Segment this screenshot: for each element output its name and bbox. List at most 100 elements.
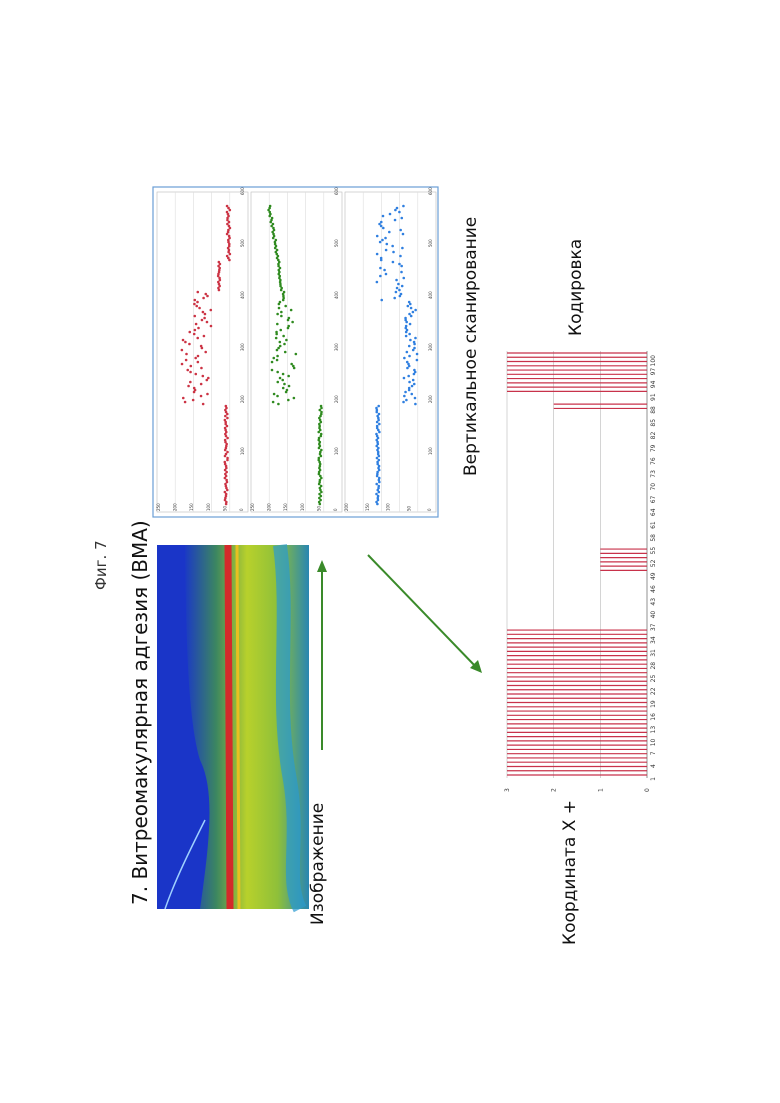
scan-point: [382, 227, 385, 230]
scan-point: [204, 313, 207, 316]
scan-point: [375, 493, 378, 496]
scan-point: [276, 349, 279, 352]
scan-point: [202, 297, 205, 300]
scan-point: [318, 457, 321, 460]
scan-point: [226, 451, 229, 454]
scan-point: [388, 231, 391, 234]
scan-point: [399, 255, 402, 258]
scan-point: [320, 433, 323, 436]
scan-point: [201, 319, 204, 322]
scan-point: [272, 223, 275, 226]
scan-point: [226, 211, 229, 214]
scan-point: [194, 329, 197, 332]
scan-point: [285, 339, 288, 342]
bar-chart-x-tick: 25: [650, 675, 657, 683]
scan-point: [398, 211, 401, 214]
scan-point: [207, 377, 210, 380]
scan-point: [403, 357, 406, 360]
scan-point: [280, 311, 283, 314]
scan-point: [195, 305, 198, 308]
scan-point: [224, 419, 227, 422]
scan-point: [279, 345, 282, 348]
scan-point: [224, 491, 227, 494]
diagonal-arrow: [368, 555, 482, 673]
scan-point: [279, 341, 282, 344]
scan-point: [412, 311, 415, 314]
scan-point: [282, 335, 285, 338]
scan-point: [385, 273, 388, 276]
scan-point: [279, 377, 282, 380]
scan-point: [408, 387, 411, 390]
scan-point: [376, 235, 379, 238]
scan-point: [375, 433, 378, 436]
scan-point: [378, 423, 381, 426]
scan-point: [275, 239, 278, 242]
scan-y-tick: 50: [222, 505, 227, 511]
bar-chart-x-tick: 49: [650, 572, 657, 580]
scan-point: [402, 401, 405, 404]
scan-point: [187, 385, 190, 388]
scan-point: [226, 205, 229, 208]
scan-point: [379, 275, 382, 278]
scan-x-tick: 100: [240, 447, 245, 455]
scan-point: [376, 281, 379, 284]
scan-point: [405, 335, 408, 338]
scan-y-tick: 150: [365, 503, 370, 511]
oct-inner-band: [237, 545, 239, 909]
scan-y-tick: 150: [283, 503, 288, 511]
scan-point: [209, 309, 212, 312]
scan-point: [182, 397, 185, 400]
scan-point: [380, 221, 383, 224]
scan-point: [382, 215, 385, 218]
scan-point: [408, 333, 411, 336]
bar-chart-x-tick: 73: [650, 470, 657, 478]
bar-chart-x-tick: 70: [650, 483, 657, 491]
scan-point: [407, 305, 410, 308]
scan-point: [279, 329, 282, 332]
scan-point: [292, 365, 295, 368]
scan-point: [200, 395, 203, 398]
bar-chart-x-tick: 61: [650, 521, 657, 529]
scan-point: [189, 381, 192, 384]
scan-x-tick: 500: [334, 239, 339, 247]
scan-point: [400, 293, 403, 296]
scan-point: [284, 351, 287, 354]
scan-point: [198, 307, 201, 310]
scan-y-tick: 100: [386, 503, 391, 511]
bar-chart-x-tick: 28: [650, 662, 657, 670]
scan-point: [376, 253, 379, 256]
scan-point: [400, 217, 403, 220]
scan-point: [272, 401, 275, 404]
scan-point: [276, 395, 279, 398]
scan-point: [206, 295, 209, 298]
scan-point: [376, 457, 379, 460]
scan-x-tick: 300: [334, 343, 339, 351]
scan-point: [226, 457, 229, 460]
scan-point: [412, 379, 415, 382]
scan-point: [320, 411, 323, 414]
bar-chart-x-tick: 22: [650, 687, 657, 695]
scan-point: [226, 417, 229, 420]
scan-point: [383, 269, 386, 272]
scan-point: [410, 315, 413, 318]
scan-point: [411, 385, 414, 388]
scan-point: [279, 301, 282, 304]
image-direction-arrow: [317, 560, 327, 750]
scan-point: [402, 205, 405, 208]
scan-point: [188, 343, 191, 346]
scan-point: [398, 289, 401, 292]
scan-x-tick: 500: [240, 239, 245, 247]
scan-x-tick: 400: [334, 291, 339, 299]
bar-chart-x-tick: 64: [650, 508, 657, 516]
scan-point: [414, 309, 417, 312]
scan-point: [194, 357, 197, 360]
scan-point: [284, 305, 287, 308]
scan-point: [395, 279, 398, 282]
scan-point: [184, 341, 187, 344]
bar-chart-x-tick: 13: [650, 726, 657, 734]
scan-point: [185, 353, 188, 356]
scan-panel-green: 250200150100500100200300400500600: [250, 187, 342, 512]
bar-chart-x-tick: 34: [650, 636, 657, 644]
scan-point: [224, 439, 227, 442]
scan-point: [287, 375, 290, 378]
